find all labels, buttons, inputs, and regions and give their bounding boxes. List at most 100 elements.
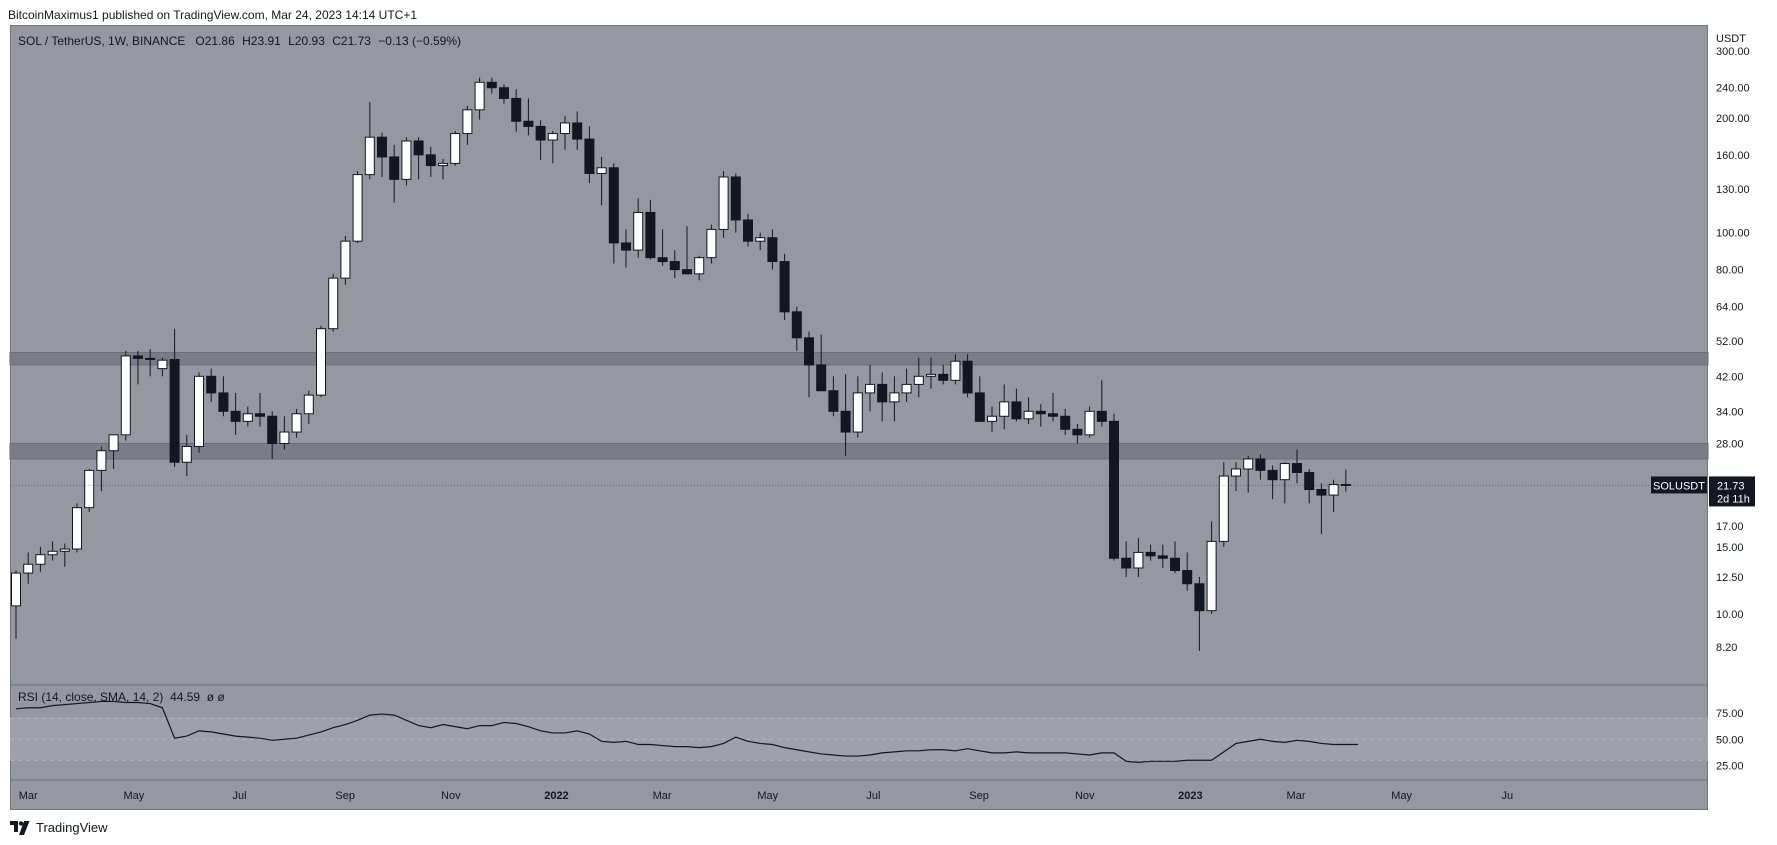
candle-body bbox=[791, 311, 802, 339]
candle-body bbox=[718, 176, 729, 230]
footer-brand[interactable]: TradingView bbox=[10, 818, 108, 838]
candle-body bbox=[560, 122, 570, 135]
low-key: L bbox=[288, 34, 295, 48]
time-axis-label: Mar bbox=[653, 790, 672, 802]
price-tick-label: 10.00 bbox=[1716, 609, 1744, 621]
rsi-tick-label: 75.00 bbox=[1716, 708, 1744, 720]
candle-body bbox=[1194, 583, 1205, 612]
candle-body bbox=[352, 174, 363, 242]
candle-body bbox=[901, 383, 912, 394]
price-tick-label: 100.00 bbox=[1716, 228, 1750, 240]
time-axis-label: May bbox=[123, 790, 144, 802]
candle-body bbox=[889, 392, 900, 403]
low-value: 20.93 bbox=[294, 34, 325, 48]
candle-body bbox=[1109, 420, 1119, 559]
candle-body bbox=[865, 383, 875, 394]
candle-body bbox=[1231, 468, 1241, 477]
rsi-tick-label: 50.00 bbox=[1716, 734, 1744, 746]
candle-body bbox=[255, 413, 265, 417]
candle-body bbox=[133, 355, 143, 359]
candle-body bbox=[425, 154, 436, 167]
candle-body bbox=[645, 211, 656, 259]
rsi-legend[interactable]: RSI (14, close, SMA, 14, 2) 44.59 ø ø bbox=[18, 690, 225, 704]
time-axis-label: Sep bbox=[969, 790, 989, 802]
candle-body bbox=[474, 81, 485, 111]
candle-body bbox=[767, 237, 778, 263]
candle-body bbox=[999, 401, 1010, 417]
candle-body bbox=[1035, 410, 1046, 415]
candle-body bbox=[35, 554, 46, 565]
candle-body bbox=[1316, 489, 1327, 496]
candle-body bbox=[1060, 415, 1071, 430]
candle-body bbox=[96, 450, 107, 471]
candle-body bbox=[181, 445, 192, 463]
candle-body bbox=[1328, 483, 1339, 496]
candle-body bbox=[377, 136, 387, 158]
current-price-tag[interactable] bbox=[1709, 476, 1755, 507]
candle-body bbox=[669, 261, 680, 271]
candle-body bbox=[364, 136, 375, 176]
candle-body bbox=[1011, 401, 1022, 420]
current-price-label: 21.73 bbox=[1717, 480, 1745, 492]
candle-body bbox=[743, 219, 753, 242]
rsi-tick-label: 25.00 bbox=[1716, 761, 1744, 773]
candle-body bbox=[1084, 410, 1095, 436]
price-tick-label: 64.00 bbox=[1716, 302, 1744, 314]
candle-body bbox=[1096, 410, 1107, 422]
candle-body bbox=[1182, 570, 1193, 585]
price-tick-label: 42.00 bbox=[1716, 371, 1744, 383]
candle-body bbox=[438, 162, 448, 167]
candle-body bbox=[682, 269, 692, 275]
candle-body bbox=[596, 167, 607, 174]
time-axis-label: Mar bbox=[1287, 790, 1306, 802]
price-tick-label: 300.00 bbox=[1716, 46, 1750, 58]
rsi-extra: ø ø bbox=[206, 690, 225, 704]
candle-body bbox=[340, 240, 351, 279]
price-tick-label: 28.00 bbox=[1716, 438, 1744, 450]
price-scale[interactable] bbox=[1708, 25, 1777, 810]
candle-body bbox=[11, 572, 21, 607]
rsi-label[interactable]: RSI (14, close, SMA, 14, 2) bbox=[18, 690, 164, 704]
time-axis-label: Nov bbox=[441, 790, 461, 802]
candle-body bbox=[804, 337, 814, 366]
current-symbol-label: SOLUSDT bbox=[1653, 480, 1705, 492]
symbol-title[interactable]: SOL / TetherUS, 1W, BINANCE bbox=[18, 34, 186, 48]
time-axis-label: Sep bbox=[335, 790, 355, 802]
price-tick-label: 130.00 bbox=[1716, 184, 1750, 196]
candle-body bbox=[462, 109, 473, 135]
candle-body bbox=[1340, 483, 1351, 486]
price-tick-label: 200.00 bbox=[1716, 113, 1750, 125]
symbol-legend[interactable]: SOL / TetherUS, 1W, BINANCE O21.86 H23.9… bbox=[18, 34, 461, 48]
candle-body bbox=[194, 375, 204, 447]
candle-body bbox=[877, 383, 888, 403]
high-key: H bbox=[242, 34, 251, 48]
candle-body bbox=[523, 120, 534, 127]
time-axis-label: 2023 bbox=[1178, 790, 1202, 802]
time-axis-label: Ju bbox=[1502, 790, 1514, 802]
candle-body bbox=[230, 410, 241, 422]
current-symbol-tag[interactable] bbox=[1651, 476, 1707, 494]
candle-body bbox=[535, 125, 546, 141]
candle-body bbox=[938, 373, 949, 381]
candle-body bbox=[706, 228, 717, 259]
candle-body bbox=[852, 392, 863, 433]
candle-body bbox=[572, 122, 583, 140]
candle-body bbox=[816, 364, 827, 392]
candle-body bbox=[1023, 410, 1034, 420]
candle-body bbox=[120, 355, 131, 436]
candle-body bbox=[913, 375, 924, 385]
rsi-value: 44.59 bbox=[170, 690, 201, 704]
time-axis-label: May bbox=[1391, 790, 1412, 802]
candle-body bbox=[1121, 557, 1132, 569]
change-value: −0.13 (−0.59%) bbox=[378, 34, 462, 48]
candle-body bbox=[779, 261, 790, 313]
candle-body bbox=[1072, 428, 1083, 436]
rsi-line bbox=[15, 700, 1358, 763]
price-tick-label: 12.50 bbox=[1716, 572, 1744, 584]
candle-body bbox=[755, 237, 766, 242]
price-tick-label: 52.00 bbox=[1716, 336, 1744, 348]
time-axis-label: Mar bbox=[19, 790, 38, 802]
candle-body bbox=[267, 415, 278, 444]
candle-body bbox=[950, 360, 961, 381]
